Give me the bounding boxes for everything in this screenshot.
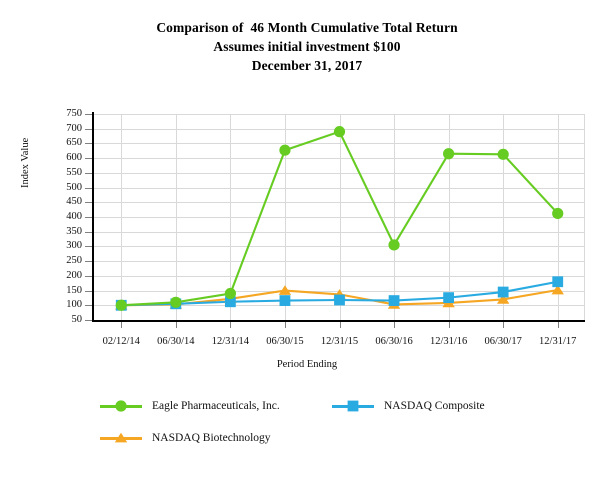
gridline-vertical bbox=[503, 114, 505, 320]
gridline-vertical bbox=[339, 114, 341, 320]
x-axis-tick-mark bbox=[557, 322, 559, 328]
y-axis-tick-labels: 750 700 650 600 550 500 450 400 350 300 250 200 150 1… bbox=[46, 0, 82, 480]
x-axis-tick-label: 12/31/15 bbox=[320, 336, 359, 347]
chart-title: Comparison of 46 Month Cumulative Total … bbox=[0, 18, 614, 75]
data-point-marker bbox=[552, 207, 564, 220]
chart-title-line-2: Assumes initial investment $100 bbox=[213, 39, 401, 54]
legend-row-2: NASDAQ Biotechnology bbox=[100, 428, 600, 460]
gridline-vertical bbox=[394, 114, 396, 320]
y-axis-tick-label: 100 bbox=[66, 299, 82, 311]
data-point-marker bbox=[388, 295, 400, 306]
data-point-marker bbox=[552, 276, 564, 288]
data-point-marker bbox=[224, 296, 236, 308]
x-axis-tick-mark bbox=[175, 322, 177, 328]
legend-item-nasdaq-biotechnology[interactable]: NASDAQ Biotechnology bbox=[100, 428, 271, 448]
legend-swatch-triangle-icon bbox=[100, 431, 142, 445]
legend-item-eagle-pharmaceuticals[interactable]: Eagle Pharmaceuticals, Inc. bbox=[100, 396, 280, 416]
y-axis-tick-mark bbox=[85, 217, 92, 218]
legend-label-nasdaq-biotechnology: NASDAQ Biotechnology bbox=[152, 432, 271, 444]
x-axis-tick-label: 02/12/14 bbox=[102, 336, 140, 347]
x-axis-tick-mark bbox=[448, 322, 450, 328]
gridline-vertical bbox=[584, 114, 585, 320]
x-axis-tick-label: 06/30/15 bbox=[266, 336, 304, 347]
data-point-marker bbox=[224, 287, 236, 300]
legend-swatch-circle-icon bbox=[100, 399, 142, 413]
y-axis-tick-mark bbox=[85, 172, 92, 174]
x-axis-tick-label: 06/30/14 bbox=[157, 336, 195, 347]
data-point-marker bbox=[170, 296, 182, 308]
y-axis-tick-mark bbox=[85, 305, 92, 307]
y-axis-tick-label: 350 bbox=[66, 225, 82, 237]
y-axis-tick-mark bbox=[85, 246, 92, 248]
y-axis-tick-label: 50 bbox=[71, 314, 83, 325]
y-axis-tick-label: 650 bbox=[66, 137, 82, 149]
data-point-marker bbox=[279, 144, 291, 156]
gridline-vertical bbox=[448, 114, 450, 320]
y-axis-tick-label: 250 bbox=[66, 255, 82, 267]
chart-legend: Eagle Pharmaceuticals, Inc. NASDAQ Compo… bbox=[100, 396, 600, 460]
y-axis-tick-mark bbox=[85, 202, 92, 204]
x-axis-tick-mark bbox=[121, 322, 123, 328]
x-axis-tick-label: 12/31/17 bbox=[539, 336, 577, 347]
y-axis-tick-mark bbox=[85, 128, 92, 130]
data-point-marker bbox=[334, 294, 345, 306]
series-line-eagle-pharmaceuticals-inc bbox=[121, 130, 559, 307]
y-axis-tick-mark bbox=[85, 158, 92, 160]
data-point-marker bbox=[115, 299, 127, 311]
data-point-marker bbox=[279, 295, 291, 306]
gridline-vertical bbox=[175, 114, 177, 320]
data-point-marker bbox=[497, 286, 509, 298]
y-axis-tick-mark bbox=[85, 320, 92, 321]
legend-label-nasdaq-composite: NASDAQ Composite bbox=[384, 400, 485, 412]
x-axis-tick-label: 06/30/16 bbox=[375, 336, 413, 347]
data-point-marker bbox=[443, 148, 455, 160]
legend-swatch-square-icon bbox=[332, 399, 374, 413]
y-axis-tick-label: 400 bbox=[66, 211, 82, 222]
y-axis-tick-label: 200 bbox=[66, 269, 82, 281]
y-axis-tick-mark bbox=[85, 143, 92, 145]
data-point-marker bbox=[333, 126, 346, 138]
y-axis-tick-label: 550 bbox=[66, 166, 82, 178]
data-point-marker bbox=[443, 292, 455, 304]
y-axis-tick-label: 500 bbox=[66, 181, 82, 193]
y-axis-tick-label: 750 bbox=[66, 108, 82, 119]
x-axis-tick-mark bbox=[394, 322, 396, 328]
data-point-marker bbox=[497, 148, 509, 160]
data-point-marker bbox=[496, 294, 510, 304]
y-axis-tick-mark bbox=[85, 231, 92, 233]
legend-row-1: Eagle Pharmaceuticals, Inc. NASDAQ Compo… bbox=[100, 396, 600, 428]
y-axis-tick-mark bbox=[85, 290, 92, 292]
chart-title-line-1: Comparison of 46 Month Cumulative Total … bbox=[156, 20, 458, 35]
chart-title-line-3: December 31, 2017 bbox=[251, 58, 363, 73]
gridline-vertical bbox=[121, 114, 123, 320]
data-point-marker bbox=[388, 239, 400, 251]
x-axis-title: Period Ending bbox=[276, 359, 338, 370]
legend-label-eagle-pharmaceuticals: Eagle Pharmaceuticals, Inc. bbox=[152, 400, 280, 412]
x-axis-tick-mark bbox=[230, 322, 232, 328]
x-axis-tick-mark bbox=[503, 322, 505, 328]
data-point-marker bbox=[278, 285, 292, 295]
x-axis-tick-mark bbox=[284, 322, 286, 328]
gridline-vertical bbox=[230, 114, 232, 320]
y-axis-tick-mark bbox=[85, 187, 92, 189]
legend-item-nasdaq-composite[interactable]: NASDAQ Composite bbox=[332, 396, 485, 416]
y-axis-tick-label: 150 bbox=[66, 284, 82, 296]
y-axis-tick-label: 300 bbox=[66, 240, 82, 252]
y-axis-tick-label: 450 bbox=[66, 196, 82, 208]
y-axis-tick-mark bbox=[85, 261, 92, 263]
y-axis-tick-label: 700 bbox=[66, 122, 82, 134]
x-axis-tick-label: 06/30/17 bbox=[484, 336, 522, 347]
y-axis-tick-mark bbox=[85, 275, 92, 277]
x-axis-tick-label: 12/31/14 bbox=[211, 336, 250, 347]
x-axis-tick-label: 12/31/16 bbox=[429, 336, 468, 347]
data-point-marker bbox=[551, 284, 564, 295]
gridline-vertical bbox=[284, 114, 286, 320]
x-axis-tick-mark bbox=[339, 322, 341, 328]
x-axis-line bbox=[92, 320, 585, 322]
y-axis-tick-label: 600 bbox=[66, 152, 82, 164]
y-axis-tick-mark bbox=[85, 114, 92, 115]
y-axis-line bbox=[92, 112, 94, 322]
